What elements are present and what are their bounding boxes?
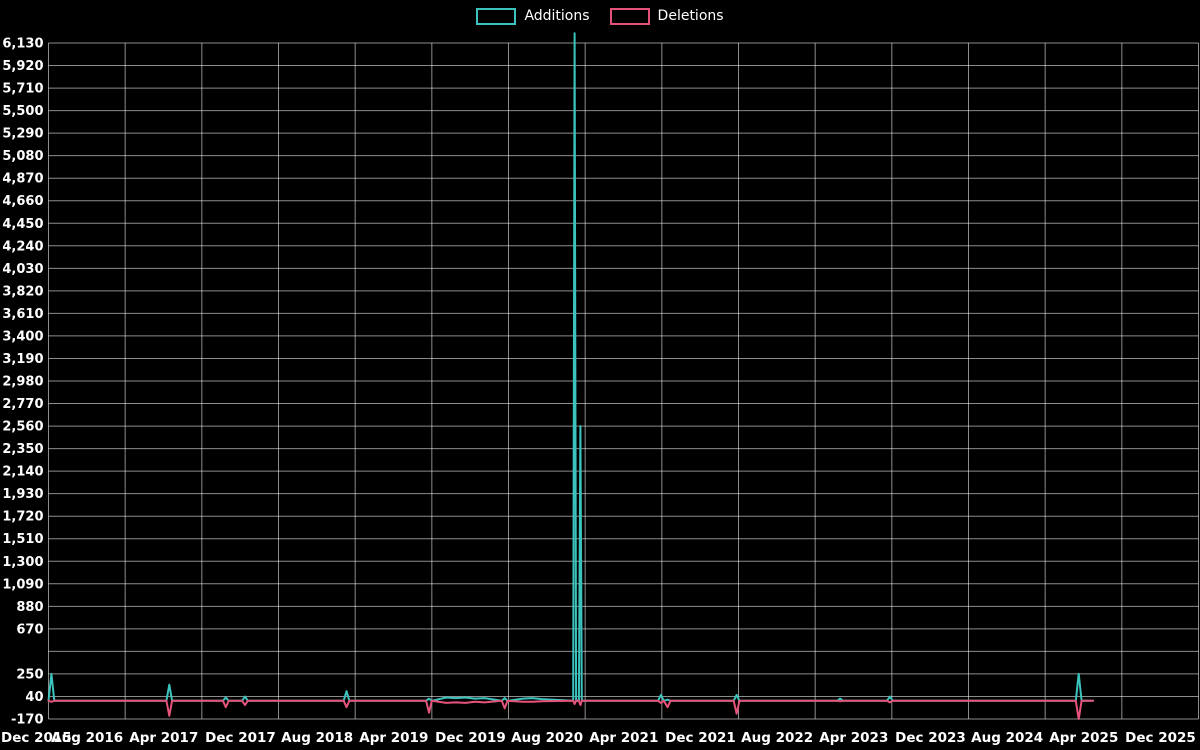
x-tick-label: Dec 2019 <box>435 730 506 746</box>
y-tick-label: 4,240 <box>2 239 43 254</box>
y-tick-label: 880 <box>16 600 43 615</box>
x-tick-label: Dec 2015 <box>1 730 72 746</box>
y-tick-label: 3,610 <box>2 307 43 322</box>
x-tick-label: Apr 2019 <box>359 730 428 746</box>
additions-swatch-icon <box>476 7 517 25</box>
x-tick-label: Dec 2023 <box>895 730 966 746</box>
legend-item-additions[interactable]: Additions <box>476 7 590 25</box>
y-tick-label: 1,090 <box>2 577 43 592</box>
x-tick-label: Aug 2024 <box>971 730 1043 746</box>
y-tick-label: 3,400 <box>2 329 43 344</box>
y-tick-label: 1,930 <box>2 487 43 502</box>
x-tick-label: Apr 2021 <box>589 730 658 746</box>
y-tick-label: 2,980 <box>2 375 43 390</box>
x-tick-label: Apr 2023 <box>819 730 888 746</box>
x-tick-label: Apr 2025 <box>1049 730 1118 746</box>
x-tick-label: Dec 2021 <box>665 730 736 746</box>
x-tick-label: Dec 2025 <box>1125 730 1196 746</box>
deletions-swatch-icon <box>609 7 650 25</box>
y-tick-label: 2,140 <box>2 465 43 480</box>
y-tick-label: 5,920 <box>2 59 43 74</box>
y-tick-label: 4,030 <box>2 262 43 277</box>
legend-item-deletions[interactable]: Deletions <box>609 7 724 25</box>
y-tick-label: 4,870 <box>2 172 43 187</box>
y-tick-label: 2,350 <box>2 442 43 457</box>
y-tick-label: 40 <box>25 690 43 705</box>
x-tick-label: Apr 2017 <box>129 730 198 746</box>
x-tick-label: Aug 2016 <box>51 730 123 746</box>
y-tick-label: 5,710 <box>2 82 43 97</box>
y-tick-label: 6,130 <box>2 37 43 52</box>
x-tick-label: Aug 2018 <box>281 730 353 746</box>
y-tick-label: 4,450 <box>2 217 43 232</box>
y-tick-label: 5,080 <box>2 149 43 164</box>
y-tick-label: -170 <box>11 713 44 728</box>
y-tick-label: 1,510 <box>2 532 43 547</box>
x-tick-label: Dec 2017 <box>205 730 276 746</box>
y-tick-label: 4,660 <box>2 194 43 209</box>
x-tick-label: Aug 2020 <box>511 730 583 746</box>
y-tick-label: 3,190 <box>2 352 43 367</box>
y-tick-label: 1,720 <box>2 510 43 525</box>
y-tick-label: 250 <box>16 667 43 682</box>
y-tick-label: 1,300 <box>2 555 43 570</box>
y-tick-label: 670 <box>16 622 43 637</box>
y-tick-label: 2,560 <box>2 420 43 435</box>
legend-label-deletions: Deletions <box>657 8 724 24</box>
x-tick-label: Aug 2022 <box>741 730 813 746</box>
legend-label-additions: Additions <box>524 8 590 24</box>
legend: Additions Deletions <box>0 7 1200 25</box>
y-tick-label: 5,500 <box>2 104 43 119</box>
y-tick-label: 3,820 <box>2 284 43 299</box>
y-tick-label: 2,770 <box>2 397 43 412</box>
deletions-line <box>47 699 1095 720</box>
y-tick-label: 5,290 <box>2 127 43 142</box>
